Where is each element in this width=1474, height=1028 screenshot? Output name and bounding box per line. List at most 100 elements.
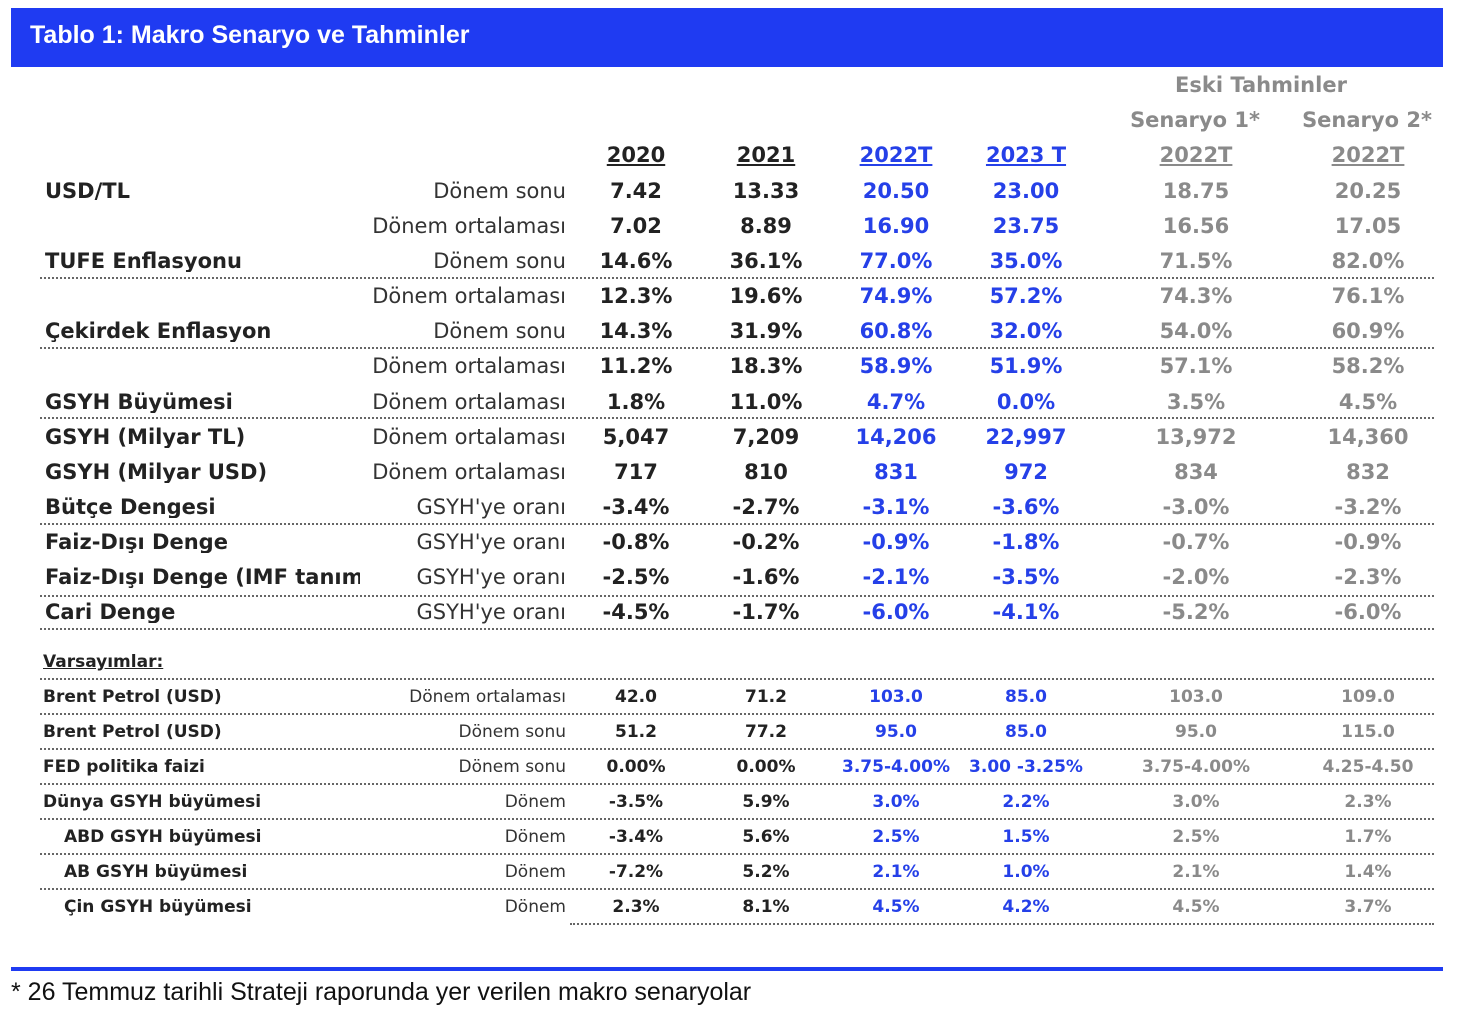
table-cell: 8.1% <box>742 897 790 917</box>
table-cell: -4.1% <box>992 600 1060 624</box>
row-separator <box>570 923 1434 925</box>
table-cell: 12.3% <box>599 284 673 308</box>
table-cell: 31.9% <box>729 319 803 343</box>
table-cell: 3.0% <box>1172 792 1220 812</box>
row-sublabel: GSYH'ye oranı <box>416 530 566 554</box>
row-sublabel: GSYH'ye oranı <box>416 495 566 519</box>
assumption-sublabel: Dönem sonu <box>458 757 567 777</box>
table-cell: 42.0 <box>615 687 657 707</box>
table-cell: -2.0% <box>1162 565 1230 589</box>
row-sublabel: Dönem ortalaması <box>372 354 566 378</box>
table-cell: 58.9% <box>859 354 933 378</box>
table-cell: 51.2 <box>615 722 657 742</box>
row-label: TÜFE Enflasyonu <box>45 251 242 272</box>
table-cell: -0.9% <box>1334 530 1402 554</box>
row-separator <box>40 678 1434 680</box>
row-label: Faiz-Dışı Denge <box>45 532 228 553</box>
table-cell: 19.6% <box>729 284 803 308</box>
row-label: Bütçe Dengesi <box>45 497 216 518</box>
table-cell: 3.0% <box>872 792 920 812</box>
table-cell: 74.3% <box>1159 284 1233 308</box>
table-cell: 1.4% <box>1344 862 1392 882</box>
table-cell: 14.6% <box>599 249 673 273</box>
row-label: GSYH (Milyar TL) <box>45 427 246 448</box>
table-cell: 109.0 <box>1341 687 1395 707</box>
row-label: Faiz-Dışı Denge (IMF tanımlı) <box>45 567 360 588</box>
table-cell: -6.0% <box>862 600 930 624</box>
assumption-sublabel: Dönem <box>504 862 566 882</box>
table-cell: 5.2% <box>742 862 790 882</box>
table-cell: 0.00% <box>606 757 666 777</box>
row-sublabel: Dönem ortalaması <box>372 214 566 238</box>
col-header-s2-2022t: 2022T <box>1331 143 1405 167</box>
table-cell: 71.5% <box>1159 249 1233 273</box>
table-cell: 7.42 <box>610 179 662 203</box>
table-cell: 95.0 <box>875 722 917 742</box>
row-separator <box>40 628 1434 630</box>
table-cell: 85.0 <box>1005 687 1047 707</box>
table-cell: 8.89 <box>740 214 792 238</box>
row-sublabel: Dönem sonu <box>433 319 566 343</box>
table-cell: 3.5% <box>1166 390 1226 414</box>
table-cell: 18.75 <box>1162 179 1230 203</box>
table-cell: 7.02 <box>610 214 662 238</box>
col-header-2021: 2021 <box>736 143 796 167</box>
table-cell: 0.0% <box>996 390 1056 414</box>
table-cell: 5,047 <box>602 425 670 449</box>
table-cell: -0.2% <box>732 530 800 554</box>
table-cell: 3.00 -3.25% <box>969 757 1083 777</box>
table-cell: -0.7% <box>1162 530 1230 554</box>
table-cell: 831 <box>874 460 918 484</box>
table-cell: 2.1% <box>1172 862 1220 882</box>
table-cell: 2.5% <box>872 827 920 847</box>
table-cell: 4.7% <box>866 390 926 414</box>
table-cell: 1.8% <box>606 390 666 414</box>
row-label: GSYH Büyümesi <box>45 392 233 413</box>
table-cell: 57.2% <box>989 284 1063 308</box>
col-header-s1-2022t: 2022T <box>1159 143 1233 167</box>
table-cell: 82.0% <box>1331 249 1405 273</box>
table-cell: 0.00% <box>736 757 796 777</box>
table-title: Tablo 1: Makro Senaryo ve Tahminler <box>30 21 470 49</box>
table-cell: -3.0% <box>1162 495 1230 519</box>
bottom-rule <box>11 967 1443 971</box>
table-cell: 2.3% <box>1344 792 1392 812</box>
col-header-2020: 2020 <box>606 143 666 167</box>
table-cell: -6.0% <box>1334 600 1402 624</box>
row-sublabel: GSYH'ye oranı <box>416 600 566 624</box>
row-separator <box>40 595 1434 597</box>
table-cell: -2.1% <box>862 565 930 589</box>
row-separator <box>40 417 1434 419</box>
assumption-label: FED politika faizi <box>43 757 205 777</box>
table-cell: -3.5% <box>608 792 664 812</box>
assumption-label: ABD GSYH büyümesi <box>64 827 262 847</box>
col-header-2022t: 2022T <box>859 143 933 167</box>
table-cell: -5.2% <box>1162 600 1230 624</box>
table-cell: -1.7% <box>732 600 800 624</box>
table-cell: 4.25-4.50 <box>1322 757 1414 777</box>
table-cell: 36.1% <box>729 249 803 273</box>
table-cell: 23.00 <box>992 179 1060 203</box>
table-cell: 20.50 <box>862 179 930 203</box>
table-cell: 11.2% <box>599 354 673 378</box>
table-cell: 5.6% <box>742 827 790 847</box>
table-cell: 2.5% <box>1172 827 1220 847</box>
table-cell: 3.75-4.00% <box>842 757 950 777</box>
table-cell: 2.3% <box>612 897 660 917</box>
assumption-sublabel: Dönem <box>504 827 566 847</box>
table-cell: 77.0% <box>859 249 933 273</box>
row-sublabel: GSYH'ye oranı <box>416 565 566 589</box>
table-cell: 71.2 <box>745 687 787 707</box>
table-cell: 4.2% <box>1002 897 1050 917</box>
table-cell: 13,972 <box>1155 425 1237 449</box>
table-cell: 1.5% <box>1002 827 1050 847</box>
table-cell: -2.7% <box>732 495 800 519</box>
table-cell: -1.6% <box>732 565 800 589</box>
table-cell: 103.0 <box>869 687 923 707</box>
row-sublabel: Dönem sonu <box>433 179 566 203</box>
table-cell: 18.3% <box>729 354 803 378</box>
table-cell: 834 <box>1174 460 1218 484</box>
table-cell: -2.5% <box>602 565 670 589</box>
table-cell: -7.2% <box>608 862 664 882</box>
table-cell: 60.8% <box>859 319 933 343</box>
